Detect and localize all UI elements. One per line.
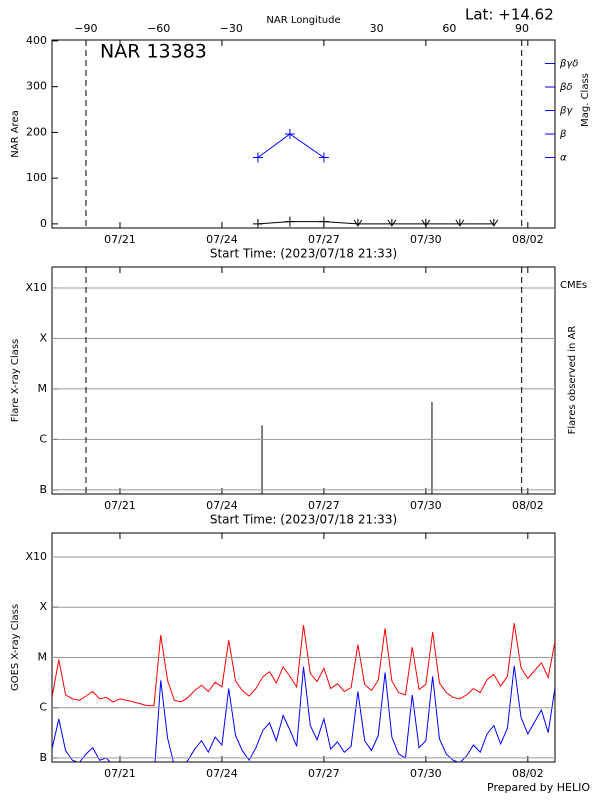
y2-tick-label: βγ [559,106,573,117]
panel-frame [51,532,556,763]
x-axis-label: Start Time: (2023/07/18 21:33) [210,513,397,527]
y-tick-label: B [39,483,47,496]
y-tick-label: C [39,701,47,714]
footer: Prepared by HELIO [487,781,590,794]
y-tick-label: X10 [25,281,47,294]
data-point [387,218,397,227]
data-point [284,129,295,139]
data-point [318,152,329,163]
x-tick-label: 07/27 [308,233,340,246]
x-tick-label: 07/27 [308,499,340,512]
x-tick-label: 07/30 [410,499,442,512]
data-point [353,218,363,227]
x-tick-label: 08/02 [512,499,544,512]
data-line [52,623,555,707]
x2-axis-label: NAR Longitude [266,15,340,26]
y2-tick-label: β [559,129,567,140]
x2-tick-label: −60 [147,22,170,35]
x2-tick-label: −30 [220,22,243,35]
y-axis-label: Flare X-ray Class [10,339,21,423]
y-tick-label: 100 [26,171,47,184]
y2-tick-label: βδ [559,82,573,93]
x-tick-label: 07/21 [104,233,136,246]
panel-title: NAR 13383 [100,41,207,63]
y-tick-label: 300 [26,80,47,93]
x-axis-label: Start Time: (2023/07/18 21:33) [210,247,397,261]
y-tick-label: X [39,331,47,344]
y-tick-label: X [39,600,47,613]
data-point [252,152,263,163]
y-tick-label: M [38,382,48,395]
panel-frame [51,266,556,495]
plot-area [52,623,555,762]
data-line [52,665,555,762]
panel-frame [51,39,556,229]
data-point [455,218,465,227]
y-axis-label: GOES X-ray Class [10,604,21,691]
y-tick-label: B [39,751,47,764]
plot-area [252,129,499,228]
data-line [257,133,325,158]
x-tick-label: 07/30 [410,767,442,780]
x-tick-label: 07/21 [104,499,136,512]
y2-tick-label: α [560,153,567,164]
x-tick-label: 08/02 [512,233,544,246]
x-tick-label: 07/21 [104,767,136,780]
x-tick-label: 08/02 [512,767,544,780]
y-tick-label: 400 [26,34,47,47]
latitude: Lat: +14.62 [465,6,554,24]
y-tick-label: C [39,432,47,445]
x-tick-label: 07/24 [206,767,238,780]
data-point [252,218,263,228]
y-tick-label: M [38,650,48,663]
plot-area [261,402,433,494]
annotation: CMEs [560,280,587,291]
x-tick-label: 07/30 [410,233,442,246]
y2-axis-label: Flares observed in AR [567,326,578,435]
data-point [284,216,295,227]
x-tick-label: 07/27 [308,767,340,780]
x2-tick-label: −90 [74,22,97,35]
y-tick-label: X10 [25,550,47,563]
y2-tick-label: βγδ [559,59,578,70]
data-point [489,218,499,227]
y2-axis-label: Mag. Class [580,73,591,127]
y-tick-label: 200 [26,125,47,138]
x-tick-label: 07/24 [206,233,238,246]
x2-tick-label: 60 [442,22,456,35]
x2-tick-label: 90 [515,22,529,35]
x-tick-label: 07/24 [206,499,238,512]
y-axis-label: NAR Area [10,110,21,157]
data-line [257,221,494,225]
y-tick-label: 0 [40,217,47,230]
x2-tick-label: 30 [370,22,384,35]
